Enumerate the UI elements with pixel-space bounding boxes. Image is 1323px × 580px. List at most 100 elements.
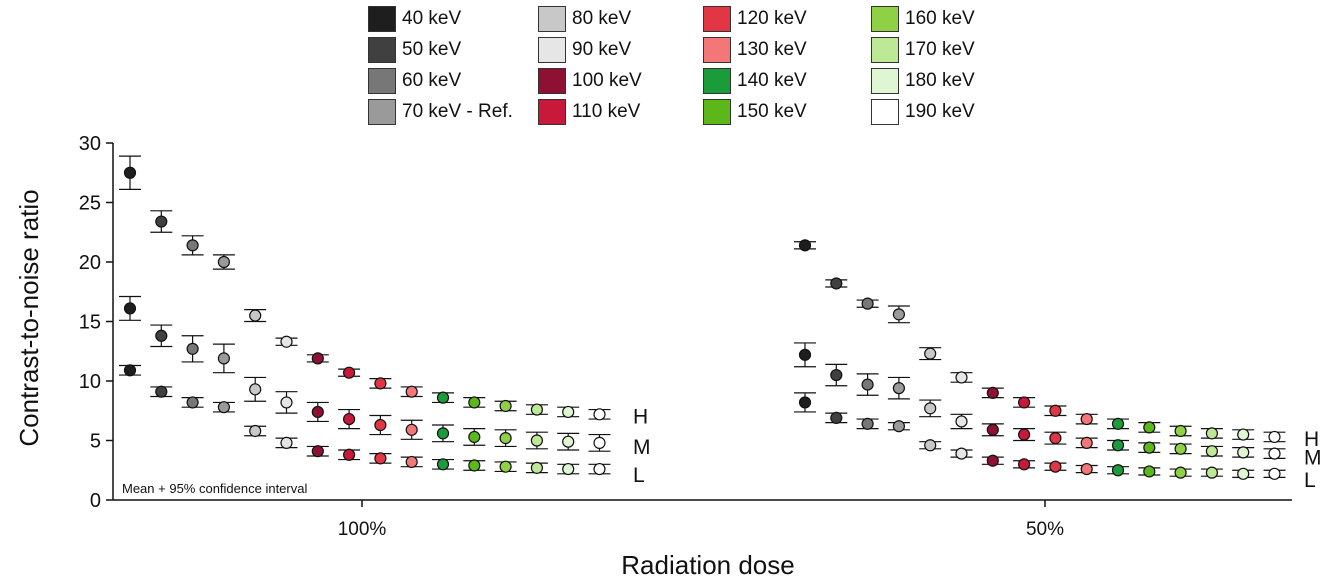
data-point: [499, 399, 512, 413]
legend-swatch: [703, 37, 731, 63]
data-point: [468, 430, 481, 444]
data-point: [280, 335, 293, 348]
data-point: [123, 364, 137, 377]
data-point: [1111, 417, 1125, 430]
data-point: [374, 452, 387, 465]
data-point: [186, 239, 199, 252]
data-point: [924, 439, 937, 452]
data-point: [405, 455, 418, 469]
legend-swatch: [538, 6, 566, 32]
data-point: [1205, 466, 1219, 479]
data-point: [892, 420, 906, 433]
data-point: [798, 348, 812, 361]
data-point: [530, 434, 544, 447]
legend-item: 170 keV: [871, 37, 975, 63]
series-50pct-M: [794, 342, 1286, 460]
legend-label: 100 keV: [572, 70, 642, 91]
legend-label: 60 keV: [402, 70, 462, 91]
legend-item: 70 keV - Ref.: [368, 99, 513, 125]
legend-item: 160 keV: [871, 6, 975, 32]
data-point: [186, 396, 199, 409]
legend-item: 190 keV: [871, 99, 975, 125]
data-point: [986, 423, 999, 436]
axes: 0 5 10 15 20 25 30 100% 50%: [79, 133, 1292, 540]
legend-swatch: [703, 6, 731, 32]
data-point: [892, 382, 906, 395]
data-point: [436, 391, 450, 404]
legend-item: 110 keV: [538, 99, 640, 125]
data-point: [530, 461, 544, 474]
data-point: [343, 412, 356, 426]
legend-item: 50 keV: [368, 37, 461, 63]
data-point: [1268, 430, 1281, 444]
data-point: [955, 447, 968, 460]
data-point: [123, 302, 137, 315]
legend-label: 110 keV: [572, 101, 641, 122]
legend-label: 70 keV - Ref.: [402, 101, 513, 122]
data-point: [155, 215, 168, 228]
legend-label: 50 keV: [402, 39, 462, 60]
data-point: [499, 432, 512, 445]
series-100pct-H: [119, 155, 611, 421]
legend-label: 140 keV: [737, 70, 807, 91]
data-point: [798, 239, 812, 252]
legend-swatch: [703, 99, 731, 125]
data-point: [924, 402, 937, 415]
level-label-M: M: [633, 436, 651, 459]
series-100pct-L: [119, 364, 611, 476]
legend-label: 120 keV: [737, 8, 807, 29]
data-point: [311, 352, 324, 365]
data-point: [562, 435, 575, 448]
level-label-L: L: [1304, 469, 1316, 492]
data-point: [155, 385, 168, 398]
data-point: [1174, 466, 1187, 479]
legend-label: 80 keV: [572, 8, 632, 29]
data-point: [1049, 432, 1062, 445]
data-point: [562, 405, 575, 419]
data-point: [1080, 436, 1093, 449]
data-point: [1237, 428, 1250, 441]
series-50pct-L: [794, 392, 1286, 480]
data-point: [436, 458, 450, 471]
legend-label: 170 keV: [905, 39, 975, 60]
level-label-M: M: [1304, 447, 1322, 470]
data-point: [217, 352, 230, 365]
legend-swatch: [871, 6, 899, 32]
data-point: [343, 448, 356, 461]
y-tick-label: 5: [90, 431, 101, 453]
legend-label: 90 keV: [572, 39, 632, 60]
ci-annotation: Mean + 95% confidence interval: [122, 481, 307, 496]
level-label-H: H: [1304, 428, 1319, 451]
data-point: [830, 411, 843, 424]
data-point: [593, 436, 606, 449]
data-point: [217, 255, 230, 269]
data-point: [343, 366, 356, 379]
data-point: [468, 459, 481, 472]
data-point: [249, 309, 262, 322]
data-point: [861, 378, 874, 391]
data-point: [593, 462, 606, 476]
data-point: [861, 417, 874, 430]
y-tick-label: 30: [79, 133, 101, 155]
y-tick-label: 15: [79, 312, 101, 334]
data-point: [1049, 460, 1062, 473]
data-point: [1017, 396, 1031, 409]
legend-item: 150 keV: [703, 99, 807, 125]
legend-item: 130 keV: [703, 37, 807, 63]
series-100pct-M: [119, 295, 611, 452]
data-point: [280, 396, 293, 409]
data-point: [593, 408, 606, 421]
legend-swatch: [368, 6, 396, 32]
data-point: [1205, 445, 1219, 458]
legend: 40 keV 50 keV 60 keV 70 keV - Ref. 80 keV 90 …: [368, 6, 1008, 130]
y-tick-label: 10: [79, 371, 101, 393]
data-point: [1111, 464, 1125, 477]
legend-item: 60 keV: [368, 68, 461, 94]
legend-label: 40 keV: [402, 8, 462, 29]
legend-swatch: [538, 68, 566, 94]
legend-label: 130 keV: [737, 39, 807, 60]
data-point: [830, 368, 843, 382]
data-point: [186, 342, 199, 355]
